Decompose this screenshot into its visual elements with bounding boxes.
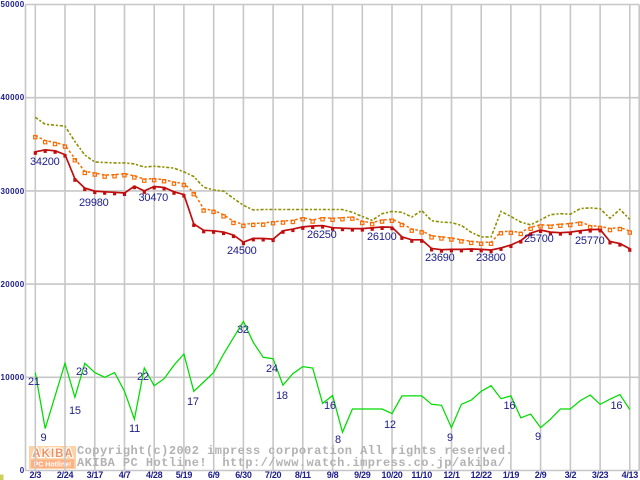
svg-text:PC Hotline!: PC Hotline!: [34, 461, 72, 468]
svg-text:AKIBA: AKIBA: [32, 448, 73, 460]
svg-text:AKIBA: AKIBA: [32, 448, 73, 460]
